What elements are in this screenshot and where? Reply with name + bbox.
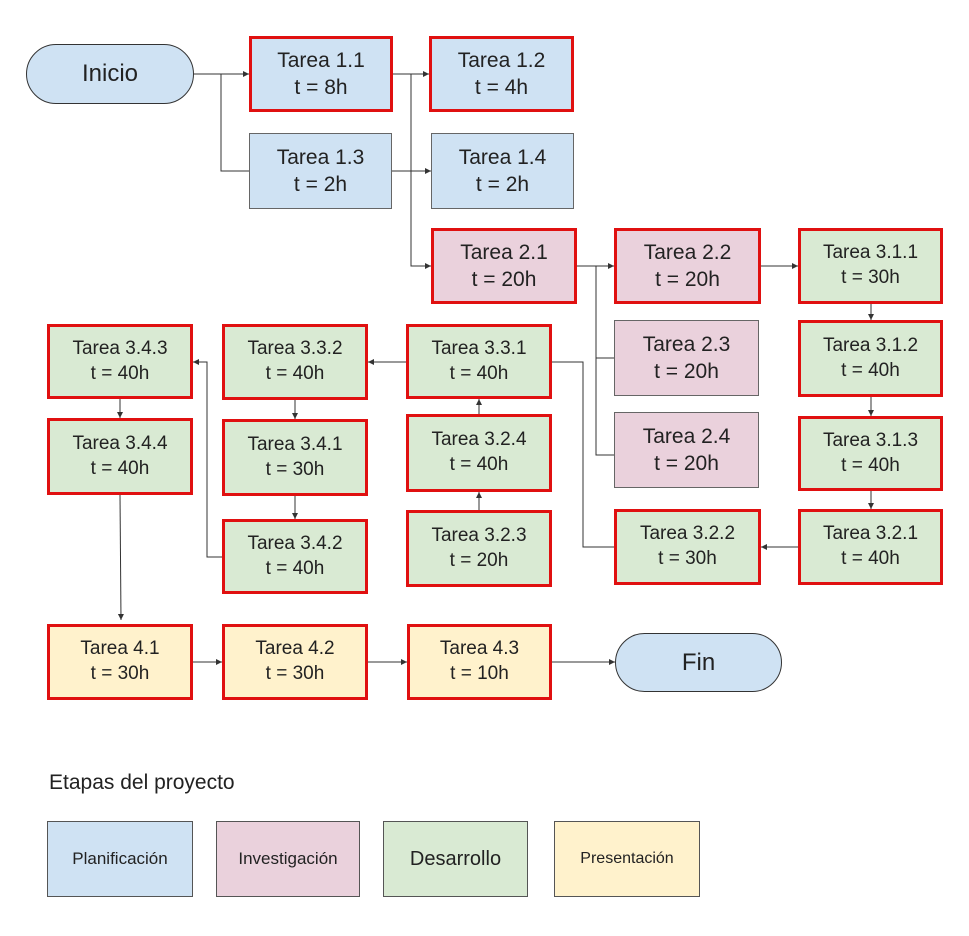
task-time: t = 40h xyxy=(449,362,509,384)
legend-item-presentacion: Presentación xyxy=(554,821,700,897)
task-name: Tarea 3.1.2 xyxy=(822,334,919,356)
legend-item-planificacion: Planificación xyxy=(47,821,193,897)
legend-item-desarrollo: Desarrollo xyxy=(383,821,528,897)
task-time: t = 20h xyxy=(449,549,509,571)
task-name: Tarea 3.2.1 xyxy=(822,523,919,545)
legend-label: Investigación xyxy=(238,849,338,868)
task-time: t = 30h xyxy=(841,267,900,288)
task-1-3[interactable]: Tarea 1.3 t = 2h xyxy=(249,133,392,209)
task-name: Tarea 3.4.2 xyxy=(247,532,343,554)
task-time: t = 40h xyxy=(841,454,900,476)
task-name: Tarea 1.1 xyxy=(277,48,365,72)
task-2-3[interactable]: Tarea 2.3 t = 20h xyxy=(614,320,759,396)
task-name: Tarea 3.4.1 xyxy=(247,433,343,455)
task-4-2[interactable]: Tarea 4.2 t = 30h xyxy=(222,624,368,700)
legend-label: Planificación xyxy=(72,849,168,868)
legend-title: Etapas del proyecto xyxy=(49,771,235,794)
connector-2-1-2-3 xyxy=(595,266,614,359)
task-time: t = 4h xyxy=(474,76,529,99)
task-time: t = 30h xyxy=(265,458,325,480)
task-1-4[interactable]: Tarea 1.4 t = 2h xyxy=(431,133,574,209)
task-3-1-1[interactable]: Tarea 3.1.1 t = 30h xyxy=(798,228,943,304)
task-name: Tarea 3.4.3 xyxy=(72,337,168,359)
task-3-2-2[interactable]: Tarea 3.2.2 t = 30h xyxy=(614,509,761,585)
task-4-1[interactable]: Tarea 4.1 t = 30h xyxy=(47,624,193,700)
task-time: t = 40h xyxy=(90,362,150,384)
task-name: Tarea 1.3 xyxy=(276,145,365,169)
connector-2-1-2-4 xyxy=(595,358,614,456)
task-name: Tarea 3.2.3 xyxy=(431,524,527,546)
task-time: t = 10h xyxy=(450,663,509,684)
task-time: t = 40h xyxy=(449,454,509,475)
task-time: t = 20h xyxy=(655,268,720,291)
task-time: t = 20h xyxy=(471,268,537,291)
task-3-4-4[interactable]: Tarea 3.4.4 t = 40h xyxy=(47,418,193,495)
task-name: Tarea 3.1.3 xyxy=(822,429,919,451)
task-3-1-2[interactable]: Tarea 3.1.2 t = 40h xyxy=(798,320,943,397)
task-time: t = 40h xyxy=(841,548,900,569)
task-name: Tarea 3.4.4 xyxy=(72,432,168,454)
end-node[interactable]: Fin xyxy=(615,633,782,692)
task-name: Tarea 4.3 xyxy=(439,638,520,660)
task-3-1-3[interactable]: Tarea 3.1.3 t = 40h xyxy=(798,416,943,491)
start-label: Inicio xyxy=(81,60,139,88)
end-label: Fin xyxy=(681,648,716,676)
task-time: t = 40h xyxy=(265,557,325,579)
task-name: Tarea 4.2 xyxy=(255,638,335,660)
task-1-2[interactable]: Tarea 1.2 t = 4h xyxy=(429,36,574,112)
start-node[interactable]: Inicio xyxy=(26,44,194,104)
task-name: Tarea 3.3.1 xyxy=(431,337,527,359)
task-name: Tarea 4.1 xyxy=(80,638,160,660)
task-3-2-4[interactable]: Tarea 3.2.4 t = 40h xyxy=(406,414,552,492)
connector-3-4-2-3-4-3 xyxy=(193,359,222,558)
task-time: t = 40h xyxy=(841,359,900,381)
connector-1-1-2-1 xyxy=(410,74,431,269)
task-name: Tarea 2.2 xyxy=(643,240,732,264)
task-2-2[interactable]: Tarea 2.2 t = 20h xyxy=(614,228,761,304)
task-name: Tarea 2.3 xyxy=(642,332,731,356)
task-name: Tarea 2.1 xyxy=(460,240,548,264)
task-name: Tarea 1.2 xyxy=(457,48,546,72)
task-time: t = 2h xyxy=(293,173,348,196)
task-name: Tarea 3.2.4 xyxy=(431,429,527,451)
task-time: t = 8h xyxy=(294,76,348,99)
task-3-2-3[interactable]: Tarea 3.2.3 t = 20h xyxy=(406,510,552,587)
task-1-1[interactable]: Tarea 1.1 t = 8h xyxy=(249,36,393,112)
task-time: t = 30h xyxy=(265,663,325,684)
task-time: t = 30h xyxy=(90,663,150,684)
task-2-1[interactable]: Tarea 2.1 t = 20h xyxy=(431,228,577,304)
task-time: t = 30h xyxy=(658,548,717,569)
task-3-4-2[interactable]: Tarea 3.4.2 t = 40h xyxy=(222,519,368,594)
connector-inicio-1-3 xyxy=(220,74,249,172)
task-3-4-3[interactable]: Tarea 3.4.3 t = 40h xyxy=(47,324,193,399)
task-time: t = 40h xyxy=(265,363,325,384)
task-4-3[interactable]: Tarea 4.3 t = 10h xyxy=(407,624,552,700)
connector-3-2-2-3-3-1 xyxy=(552,361,614,548)
connector-3-4-4-4-1 xyxy=(117,494,124,621)
task-name: Tarea 1.4 xyxy=(458,145,547,169)
task-3-4-1[interactable]: Tarea 3.4.1 t = 30h xyxy=(222,419,368,496)
task-3-2-1[interactable]: Tarea 3.2.1 t = 40h xyxy=(798,509,943,585)
task-name: Tarea 3.3.2 xyxy=(247,338,343,360)
task-time: t = 20h xyxy=(654,360,719,383)
task-3-3-2[interactable]: Tarea 3.3.2 t = 40h xyxy=(222,324,368,400)
task-time: t = 20h xyxy=(654,452,719,475)
task-name: Tarea 3.1.1 xyxy=(822,242,919,264)
task-3-3-1[interactable]: Tarea 3.3.1 t = 40h xyxy=(406,324,552,399)
task-name: Tarea 2.4 xyxy=(642,424,731,448)
task-time: t = 2h xyxy=(475,173,530,196)
legend-label: Presentación xyxy=(580,850,674,867)
task-time: t = 40h xyxy=(90,457,150,479)
legend-label: Desarrollo xyxy=(409,847,502,870)
legend-item-investigacion: Investigación xyxy=(216,821,360,897)
task-name: Tarea 3.2.2 xyxy=(639,523,736,545)
task-2-4[interactable]: Tarea 2.4 t = 20h xyxy=(614,412,759,488)
